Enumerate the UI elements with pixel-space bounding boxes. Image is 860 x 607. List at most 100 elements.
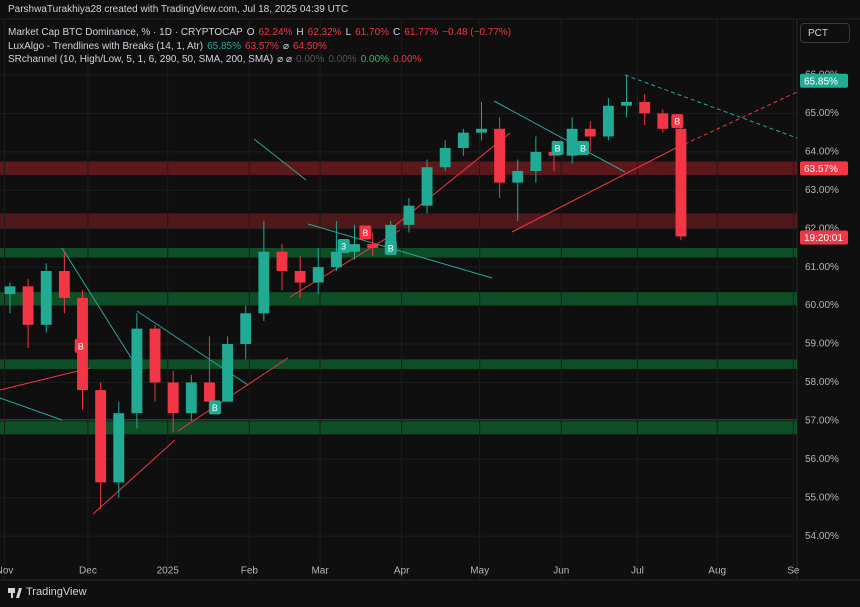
candle-body <box>276 251 288 271</box>
trendline <box>671 91 798 151</box>
x-tick-label: May <box>470 566 489 577</box>
signal-label: 3 <box>341 241 346 251</box>
legend-item: SRchannel (10, High/Low, 5, 1, 6, 290, 5… <box>8 54 274 65</box>
x-tick-label: Apr <box>394 566 410 577</box>
y-tick-label: 56.00% <box>805 454 839 465</box>
legend-item: 0.00% <box>295 54 325 65</box>
legend-item: 0.00% <box>328 54 357 65</box>
legend-item: Market Cap BTC Dominance, % · 1D · CRYPT… <box>8 27 243 38</box>
tv-logo <box>8 588 22 598</box>
legend-line: LuxAlgo - Trendlines with Breaks (14, 1,… <box>8 41 331 52</box>
x-tick-label: Jul <box>631 566 644 577</box>
signal-badge <box>74 338 87 353</box>
legend-item: 0.00% <box>360 54 390 65</box>
candle-body <box>349 244 360 252</box>
sr-zone <box>0 213 797 229</box>
candle-body <box>204 382 215 402</box>
legend-item: LuxAlgo - Trendlines with Breaks (14, 1,… <box>8 41 204 52</box>
candle-body <box>312 267 324 283</box>
signal-badge <box>577 141 590 156</box>
y-tick-label: 60.00% <box>805 300 839 311</box>
candle-body <box>4 286 16 295</box>
candle-body <box>403 205 415 225</box>
candle-body <box>657 113 669 129</box>
legend-item: 62.32% <box>307 27 342 38</box>
candle-body <box>149 328 161 383</box>
y-tick-label: 63.00% <box>805 185 839 196</box>
candle-body <box>512 171 524 183</box>
candle-body <box>113 413 125 483</box>
x-tick-label: Nov <box>0 566 13 577</box>
trendline <box>493 100 626 173</box>
legend-item: ⌀ ⌀ <box>277 54 292 65</box>
x-tick-label: Jun <box>553 566 569 577</box>
trendlines <box>0 74 798 515</box>
legend-line: Market Cap BTC Dominance, % · 1D · CRYPT… <box>8 27 515 38</box>
candle-body <box>167 382 179 414</box>
candle-body <box>385 224 397 248</box>
candle-body <box>330 251 342 268</box>
signal-badge <box>359 225 372 240</box>
candle-body <box>476 128 487 133</box>
signal-badge <box>671 114 684 129</box>
scale-button[interactable]: PCT <box>800 23 850 43</box>
x-tick-label: Feb <box>241 566 259 577</box>
candle-body <box>675 128 687 237</box>
zones <box>0 161 797 435</box>
signal-label: B <box>78 341 84 351</box>
x-tick-label: 2025 <box>157 566 180 577</box>
candle-body <box>22 286 34 325</box>
candle-body <box>439 148 451 168</box>
price-label-text: 19:20:01 <box>804 233 843 244</box>
y-tick-label: 57.00% <box>805 416 839 427</box>
trendline <box>511 149 673 233</box>
signal-label: B <box>580 143 586 153</box>
candle-body <box>222 344 234 402</box>
candle-body <box>95 390 107 483</box>
trendline <box>92 439 176 515</box>
candle-body <box>584 128 596 137</box>
y-tick-label: 59.00% <box>805 339 839 350</box>
signal-label: B <box>212 403 218 413</box>
price-label <box>800 73 848 88</box>
legend-item: 61.77% <box>404 27 439 38</box>
trendline <box>624 74 798 139</box>
candle-body <box>457 132 469 149</box>
signal-label: B <box>388 243 394 253</box>
legend-item: C <box>393 27 401 38</box>
attribution: ParshwaTurakhiya28 created with TradingV… <box>8 4 349 15</box>
price-label-text: 63.57% <box>804 164 838 175</box>
trendline <box>0 397 63 421</box>
legend-item: 61.70% <box>355 27 390 38</box>
trendline <box>289 229 401 298</box>
candle-body <box>131 328 143 414</box>
sr-zone <box>0 161 797 175</box>
legend-line: SRchannel (10, High/Low, 5, 1, 6, 290, 5… <box>8 54 425 65</box>
axes: 54.00% 55.00% 56.00% 57.00% 58.00% 59.00% 60.0… <box>0 70 848 577</box>
y-tick-label: 55.00% <box>805 492 839 503</box>
candle-body <box>367 244 379 248</box>
y-tick-label: 64.00% <box>805 146 839 157</box>
candle-body <box>58 270 70 298</box>
signal-badge <box>208 400 221 415</box>
legend-item: L <box>345 27 352 38</box>
y-tick-label: 58.00% <box>805 377 839 388</box>
signal-badge <box>551 141 564 156</box>
candle-body <box>566 128 578 156</box>
signals: B B 3 B B B B B <box>74 114 684 415</box>
legend-item: H <box>296 27 304 38</box>
trendline <box>0 367 91 391</box>
price-label <box>800 161 848 176</box>
candle-body <box>258 251 270 314</box>
sr-zone <box>0 418 797 435</box>
logo-shape <box>16 588 22 598</box>
candle-body <box>494 128 506 183</box>
candle-body <box>530 151 542 172</box>
legend-item: 65.85% <box>207 41 242 52</box>
legend-item: −0.48 (−0.77%) <box>442 27 512 38</box>
signal-label: B <box>362 228 368 238</box>
x-tick-label: Aug <box>708 566 726 577</box>
sr-zone <box>0 247 797 258</box>
